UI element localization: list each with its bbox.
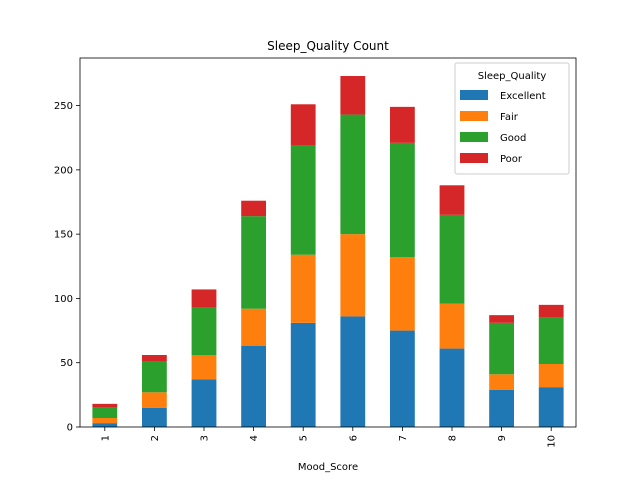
x-tick-label-4: 4: [249, 435, 260, 441]
bar-good-1: [92, 407, 118, 418]
legend-swatch-excellent: [460, 90, 488, 100]
bar-excellent-8: [439, 348, 465, 427]
legend-swatch-good: [460, 132, 488, 142]
bar-fair-3: [191, 355, 217, 380]
legend-label-fair: Fair: [500, 112, 519, 123]
bar-fair-8: [439, 303, 465, 349]
bars-group: [92, 76, 564, 427]
bar-good-6: [340, 114, 366, 235]
legend-label-good: Good: [500, 133, 526, 144]
bar-good-4: [241, 216, 266, 309]
bar-good-10: [538, 317, 564, 364]
x-tick-label-8: 8: [448, 435, 459, 441]
legend-swatch-fair: [460, 111, 488, 121]
bar-excellent-6: [340, 316, 366, 427]
axes-group: 0 50 100 150 200 250 1 2 3 4 5 6 7 8 9 10: [54, 57, 577, 448]
bar-poor-2: [142, 355, 167, 362]
legend-title: Sleep_Quality: [478, 71, 547, 82]
bar-fair-4: [241, 308, 266, 346]
bar-poor-5: [290, 104, 316, 146]
x-tick-label-1: 1: [100, 435, 111, 441]
x-tick-label-10: 10: [547, 435, 558, 448]
y-tick-label-0: 0: [67, 423, 73, 434]
bar-excellent-4: [241, 346, 266, 427]
legend-swatch-poor: [460, 153, 488, 163]
y-tick-label-100: 100: [54, 294, 73, 305]
bar-good-3: [191, 307, 217, 355]
y-tick-label-150: 150: [54, 230, 73, 241]
bar-good-7: [390, 142, 415, 258]
bar-poor-4: [241, 200, 266, 217]
x-tick-label-7: 7: [398, 435, 409, 441]
bar-poor-8: [439, 185, 465, 215]
y-tick-label-200: 200: [54, 165, 73, 176]
bar-excellent-7: [390, 330, 415, 427]
bar-good-5: [290, 145, 316, 255]
bar-fair-7: [390, 257, 415, 331]
bar-poor-1: [92, 403, 118, 408]
x-tick-label-9: 9: [497, 435, 508, 441]
bar-fair-9: [489, 374, 514, 390]
bar-good-9: [489, 322, 514, 375]
bar-excellent-9: [489, 389, 514, 427]
bar-excellent-3: [191, 379, 217, 427]
x-tick-label-3: 3: [200, 435, 211, 441]
x-tick-label-2: 2: [150, 435, 161, 441]
y-tick-label-250: 250: [54, 101, 73, 112]
bar-fair-1: [92, 418, 118, 424]
bar-excellent-1: [92, 423, 118, 427]
chart-title: Sleep_Quality Count: [267, 39, 389, 53]
bar-poor-7: [390, 106, 415, 143]
bar-poor-10: [538, 304, 564, 318]
bar-good-8: [439, 214, 465, 304]
plot-frame: [79, 57, 577, 428]
bar-fair-10: [538, 364, 564, 388]
x-tick-label-6: 6: [348, 435, 359, 441]
bar-fair-2: [142, 392, 167, 408]
bar-poor-6: [340, 76, 366, 115]
bar-fair-6: [340, 234, 366, 317]
bar-excellent-10: [538, 387, 564, 427]
bar-poor-3: [191, 289, 217, 308]
x-tick-label-5: 5: [299, 435, 310, 441]
y-tick-label-50: 50: [60, 358, 73, 369]
legend-label-excellent: Excellent: [500, 91, 546, 102]
x-axis-title: Mood_Score: [298, 462, 358, 473]
legend: Sleep_Quality Excellent Fair Good Poor: [454, 62, 570, 175]
bar-good-2: [142, 361, 167, 393]
bar-fair-5: [290, 254, 316, 323]
bar-excellent-5: [290, 322, 316, 427]
bar-poor-9: [489, 315, 514, 323]
bar-excellent-2: [142, 407, 167, 427]
legend-label-poor: Poor: [500, 154, 523, 165]
